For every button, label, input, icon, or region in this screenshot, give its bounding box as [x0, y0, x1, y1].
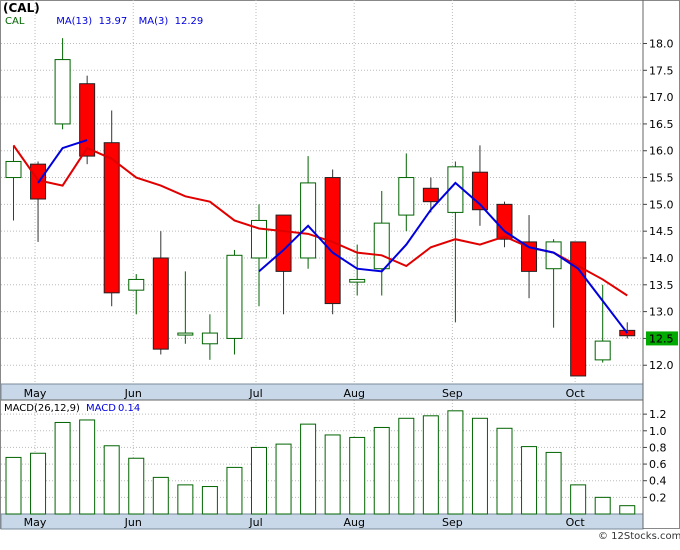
macd-month-label: Jun: [124, 516, 142, 529]
macd-bar: [521, 446, 538, 515]
macd-tick-label: 1.2: [649, 408, 667, 421]
macd-bar: [422, 415, 439, 515]
macd-bar: [251, 446, 267, 515]
watermark: © 12Stocks.com: [598, 531, 680, 542]
price-tick-label: 13.5: [649, 279, 674, 292]
candle-up: [545, 241, 562, 270]
macd-bar: [594, 496, 611, 515]
legend-value: 13.97: [99, 16, 128, 27]
macd-month-label: Sep: [442, 516, 463, 529]
macd-bar: [471, 417, 488, 515]
month-label: Jul: [248, 387, 262, 400]
macd-tick-label: 0.8: [649, 441, 667, 454]
legend-label: CAL: [5, 16, 25, 27]
price-tick-label: 12.0: [649, 359, 674, 372]
macd-bar: [152, 476, 169, 515]
price-tick-label: 12.5: [649, 332, 674, 345]
macd-month-label: May: [24, 516, 47, 529]
macd-bar: [226, 466, 243, 515]
macd-month-label: Jul: [248, 516, 262, 529]
macd-bar: [619, 505, 636, 515]
macd-tick-label: 1.0: [649, 425, 667, 438]
macd-bar: [177, 484, 194, 515]
legend-label: MA(13): [56, 16, 92, 27]
macd-bar: [545, 451, 562, 515]
macd-title: MACD(26,12,9): [4, 403, 80, 414]
macd-bar: [349, 436, 366, 515]
candle-down: [422, 187, 439, 203]
macd-tick-label: 0.6: [649, 458, 667, 471]
macd-bar: [275, 443, 292, 515]
candle-down: [79, 83, 96, 157]
macd-tick-label: 0.4: [649, 475, 667, 488]
price-tick-label: 17.0: [649, 91, 674, 104]
macd-bar: [54, 421, 71, 515]
candle-down: [275, 214, 292, 272]
candle-up: [5, 160, 22, 179]
macd-month-label: Aug: [343, 516, 364, 529]
candle-up: [128, 278, 145, 291]
candle-up: [201, 332, 218, 345]
candle-up: [594, 340, 611, 361]
candle-down: [103, 142, 120, 294]
last-price-label: 12.5: [649, 332, 674, 345]
macd-month-label: Oct: [566, 516, 586, 529]
candle-up: [54, 59, 71, 125]
ma3-line: [258, 181, 629, 334]
candle-down: [521, 241, 538, 272]
macd-bar: [201, 486, 218, 515]
candle-down: [324, 177, 341, 305]
macd-bar: [79, 419, 96, 515]
month-axis-band: [0, 383, 644, 401]
candle-down: [152, 257, 169, 350]
macd-tick-label: 0.2: [649, 491, 667, 504]
last-price-tag: [646, 331, 678, 346]
macd-bar: [128, 457, 145, 515]
candle-up: [398, 177, 415, 216]
candle-up: [300, 182, 317, 259]
candle-up: [177, 332, 194, 336]
month-label: Aug: [343, 387, 364, 400]
month-label: Sep: [442, 387, 463, 400]
candle-up: [373, 222, 390, 270]
macd-bar: [5, 456, 22, 515]
legend-value: 12.29: [175, 16, 204, 27]
price-tick-label: 15.0: [649, 198, 674, 211]
chart-title: (CAL): [3, 1, 40, 15]
price-tick-label: 14.0: [649, 252, 674, 265]
candle-up: [349, 278, 366, 283]
month-label: Oct: [566, 387, 586, 400]
macd-legend-value: 0.14: [118, 403, 140, 414]
month-label: May: [24, 387, 47, 400]
macd-bar: [103, 445, 120, 515]
price-tick-label: 15.5: [649, 172, 674, 185]
macd-bar: [30, 452, 47, 515]
macd-bar: [496, 427, 513, 515]
macd-legend-label: MACD: [86, 403, 116, 414]
price-tick-label: 16.0: [649, 145, 674, 158]
ma3-line: [37, 139, 88, 184]
macd-bar: [373, 426, 390, 515]
price-tick-label: 13.0: [649, 306, 674, 319]
month-label: Jun: [124, 387, 142, 400]
candle-up: [226, 254, 243, 339]
macd-month-axis-band: [0, 513, 644, 530]
candle-down: [570, 241, 587, 377]
price-tick-label: 16.5: [649, 118, 674, 131]
macd-bar: [300, 423, 317, 515]
legend-label: MA(3): [139, 16, 169, 27]
price-tick-label: 18.0: [649, 37, 674, 50]
macd-bar: [398, 417, 415, 515]
macd-bar: [324, 434, 341, 515]
macd-bar: [570, 484, 587, 515]
macd-bar: [447, 410, 464, 515]
price-tick-label: 17.5: [649, 64, 674, 77]
price-tick-label: 14.5: [649, 225, 674, 238]
